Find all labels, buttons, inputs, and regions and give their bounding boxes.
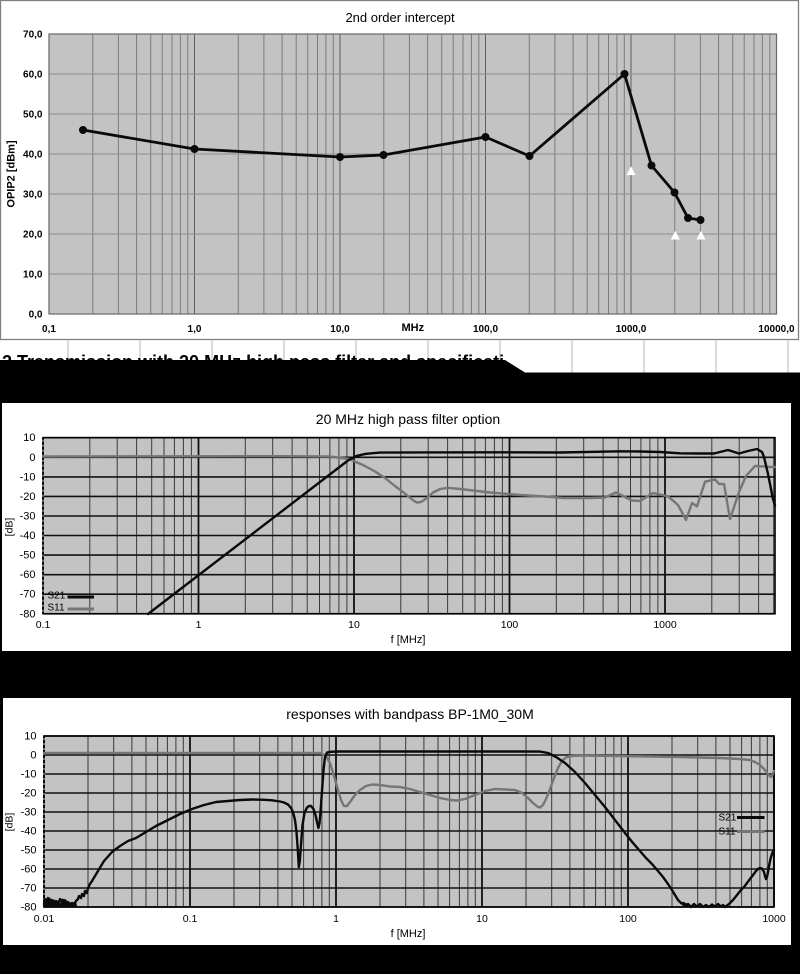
- svg-text:20 MHz high pass filter option: 20 MHz high pass filter option: [316, 411, 500, 427]
- svg-text:S21: S21: [48, 591, 66, 602]
- svg-text:100,0: 100,0: [473, 324, 498, 335]
- svg-text:-40: -40: [21, 826, 37, 838]
- svg-text:-50: -50: [21, 845, 37, 857]
- svg-text:20,0: 20,0: [23, 230, 43, 241]
- svg-text:-60: -60: [20, 569, 36, 581]
- svg-text:1: 1: [333, 913, 339, 925]
- svg-text:-10: -10: [20, 471, 36, 483]
- svg-text:10: 10: [24, 731, 36, 743]
- svg-text:OPIP2 [dBm]: OPIP2 [dBm]: [6, 140, 18, 208]
- svg-text:-50: -50: [20, 550, 36, 562]
- svg-text:60,0: 60,0: [23, 70, 43, 81]
- svg-text:-30: -30: [21, 807, 37, 819]
- svg-text:-40: -40: [20, 530, 36, 542]
- svg-text:-70: -70: [20, 589, 36, 601]
- svg-text:100: 100: [619, 913, 637, 925]
- svg-text:S11: S11: [719, 827, 736, 838]
- svg-text:0,1: 0,1: [42, 324, 56, 335]
- svg-text:10,0: 10,0: [23, 270, 43, 281]
- svg-text:-80: -80: [20, 608, 36, 620]
- svg-text:-60: -60: [21, 864, 37, 876]
- svg-text:10000,0: 10000,0: [758, 324, 795, 335]
- svg-text:-20: -20: [21, 788, 37, 800]
- svg-text:responses with bandpass BP-1M0: responses with bandpass BP-1M0_30M: [286, 706, 533, 722]
- svg-text:0.1: 0.1: [36, 619, 51, 631]
- svg-text:100: 100: [501, 619, 519, 631]
- svg-text:10: 10: [476, 913, 488, 925]
- svg-text:f [MHz]: f [MHz]: [391, 634, 426, 646]
- svg-text:1000,0: 1000,0: [616, 324, 647, 335]
- svg-text:[dB]: [dB]: [4, 813, 16, 832]
- svg-text:2nd order intercept: 2nd order intercept: [345, 10, 455, 25]
- svg-text:0.01: 0.01: [34, 913, 55, 925]
- svg-text:-10: -10: [21, 769, 37, 781]
- svg-text:S11: S11: [48, 603, 65, 614]
- svg-text:1000: 1000: [762, 913, 786, 925]
- svg-text:10: 10: [23, 432, 35, 444]
- svg-text:0.1: 0.1: [183, 913, 198, 925]
- svg-text:10,0: 10,0: [330, 324, 350, 335]
- svg-text:[dB]: [dB]: [4, 518, 16, 537]
- svg-text:30,0: 30,0: [23, 190, 43, 201]
- svg-text:70,0: 70,0: [23, 30, 43, 41]
- svg-text:0: 0: [29, 452, 35, 464]
- svg-text:S21: S21: [719, 813, 737, 824]
- svg-text:40,0: 40,0: [23, 150, 43, 161]
- svg-text:1,0: 1,0: [188, 324, 202, 335]
- svg-text:-70: -70: [21, 883, 37, 895]
- svg-text:10: 10: [348, 619, 360, 631]
- svg-text:0: 0: [30, 750, 36, 762]
- svg-text:f [MHz]: f [MHz]: [391, 928, 426, 940]
- svg-text:-20: -20: [20, 491, 36, 503]
- svg-text:0,0: 0,0: [29, 310, 43, 321]
- svg-text:50,0: 50,0: [23, 110, 43, 121]
- svg-text:-30: -30: [20, 511, 36, 523]
- svg-text:-80: -80: [21, 902, 37, 914]
- svg-text:1000: 1000: [653, 619, 677, 631]
- svg-text:MHz: MHz: [401, 322, 424, 334]
- svg-text:1: 1: [196, 619, 202, 631]
